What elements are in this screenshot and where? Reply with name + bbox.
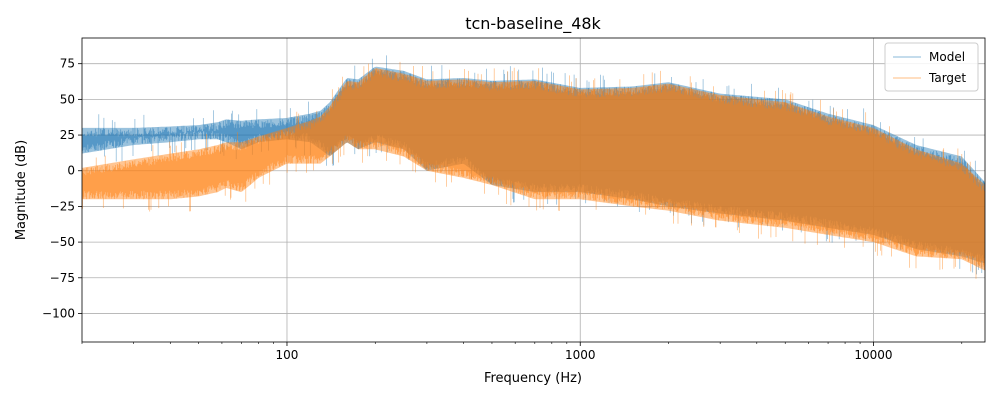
legend: Model Target	[884, 42, 979, 92]
series-target	[82, 61, 985, 279]
x-axis: 100 1000 10000	[276, 342, 893, 362]
y-tick-label: −100	[42, 306, 75, 320]
y-axis-label: Magnitude (dB)	[14, 140, 29, 240]
chart-title: tcn-baseline_48k	[465, 14, 601, 34]
legend-box	[884, 42, 979, 92]
x-axis-label: Frequency (Hz)	[484, 371, 582, 386]
y-tick-label: −50	[50, 235, 75, 249]
y-tick-label: 25	[60, 128, 75, 142]
y-axis: 75 50 25 0 −25 −50 −75 −100	[42, 57, 82, 320]
x-tick-label: 10000	[854, 348, 892, 362]
legend-label-model: Model	[929, 50, 965, 64]
y-tick-label: −25	[50, 199, 75, 213]
y-tick-label: 0	[67, 164, 75, 178]
series-spikes	[82, 61, 985, 279]
x-tick-label: 100	[276, 348, 299, 362]
y-tick-label: 75	[60, 57, 75, 71]
axes-frame	[81, 37, 986, 343]
y-tick-label: −75	[50, 271, 75, 285]
x-tick-label: 1000	[565, 348, 596, 362]
y-tick-label: 50	[60, 92, 75, 106]
plot-area: 100 1000 10000 75 50 25 0 −25 −50 −75 −100	[42, 37, 986, 362]
legend-label-target: Target	[928, 71, 966, 85]
